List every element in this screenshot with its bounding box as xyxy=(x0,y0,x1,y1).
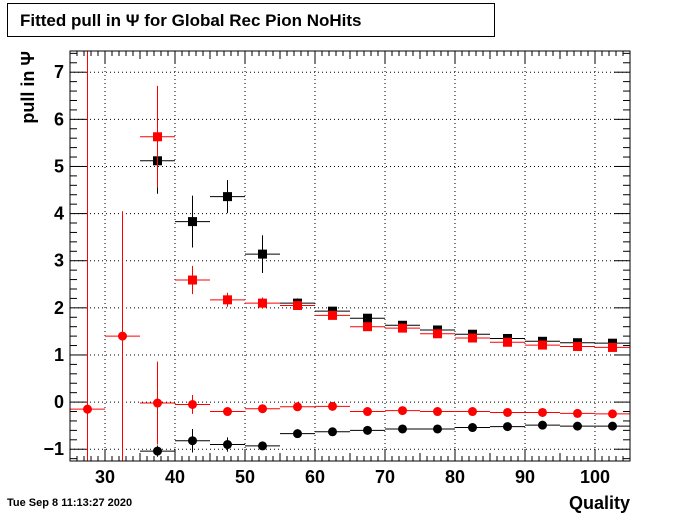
data-point-circle xyxy=(258,404,267,414)
data-point-circle xyxy=(293,429,302,439)
data-point-circle xyxy=(83,404,92,414)
y-tick-label: −1 xyxy=(43,439,64,459)
x-tick-label: 40 xyxy=(165,467,185,487)
data-point-square xyxy=(188,217,197,227)
data-point-circle xyxy=(223,440,232,450)
data-layer xyxy=(70,51,630,461)
series-4 xyxy=(140,420,630,457)
series-1 xyxy=(140,127,630,348)
x-tick-label: 60 xyxy=(305,467,325,487)
data-point-circle xyxy=(433,424,442,434)
y-tick-label: 2 xyxy=(54,298,64,318)
data-point-circle xyxy=(573,421,582,431)
data-point-square xyxy=(223,295,232,305)
x-axis-label: Quality xyxy=(569,493,630,513)
data-point-square xyxy=(608,342,617,352)
axes: 30 40 50 60 70 80 90 100 −1 0 1 2 3 4 5 6 7 xyxy=(43,51,631,487)
y-tick-label: 3 xyxy=(54,251,64,271)
data-point-square xyxy=(468,333,477,343)
x-tick-label: 30 xyxy=(95,467,115,487)
data-point-square xyxy=(188,275,197,285)
data-point-square xyxy=(398,323,407,333)
data-point-square xyxy=(328,310,337,320)
y-tick-label: 5 xyxy=(54,156,64,176)
data-point-square xyxy=(258,249,267,259)
y-axis-label: pull in Ψ xyxy=(18,51,38,124)
y-tick-label: 1 xyxy=(54,345,64,365)
x-tick-label: 90 xyxy=(515,467,535,487)
y-tick-label: 4 xyxy=(54,204,64,224)
data-point-circle xyxy=(118,331,127,341)
data-point-circle xyxy=(188,399,197,409)
x-tick-label: 100 xyxy=(580,467,610,487)
data-point-circle xyxy=(538,420,547,430)
data-point-circle xyxy=(503,407,512,417)
data-point-square xyxy=(573,341,582,351)
data-point-circle xyxy=(573,408,582,418)
series-2 xyxy=(140,85,630,352)
data-point-square xyxy=(433,329,442,339)
data-point-circle xyxy=(503,422,512,432)
data-point-square xyxy=(258,298,267,308)
data-point-circle xyxy=(188,436,197,446)
data-point-circle xyxy=(398,424,407,434)
data-point-circle xyxy=(153,398,162,408)
grid xyxy=(70,51,630,461)
data-point-circle xyxy=(328,427,337,437)
timestamp: Tue Sep 8 11:13:27 2020 xyxy=(7,497,133,509)
data-point-circle xyxy=(608,421,617,431)
data-point-circle xyxy=(153,446,162,456)
data-point-square xyxy=(503,337,512,347)
x-tick-label: 70 xyxy=(375,467,395,487)
x-tick-label: 50 xyxy=(235,467,255,487)
data-point-square xyxy=(223,192,232,202)
data-point-square xyxy=(293,300,302,310)
data-point-square xyxy=(363,313,372,323)
data-point-circle xyxy=(363,407,372,417)
data-point-circle xyxy=(538,407,547,417)
data-point-square xyxy=(153,132,162,142)
y-tick-label: 7 xyxy=(54,62,64,82)
data-point-circle xyxy=(328,401,337,411)
x-tick-label: 80 xyxy=(445,467,465,487)
chart-title: Fitted pull in Ψ for Global Rec Pion NoH… xyxy=(7,3,495,37)
data-point-circle xyxy=(363,425,372,435)
y-tick-label: 6 xyxy=(54,109,64,129)
data-point-circle xyxy=(608,409,617,419)
data-point-circle xyxy=(468,423,477,433)
data-point-circle xyxy=(433,407,442,417)
data-point-circle xyxy=(293,402,302,412)
plot-frame xyxy=(69,50,631,462)
series-3 xyxy=(70,51,630,461)
data-point-square xyxy=(363,322,372,332)
data-point-circle xyxy=(468,407,477,417)
data-point-circle xyxy=(223,407,232,417)
data-point-circle xyxy=(258,441,267,451)
data-point-square xyxy=(538,340,547,350)
data-point-circle xyxy=(398,406,407,416)
y-tick-label: 0 xyxy=(54,392,64,412)
